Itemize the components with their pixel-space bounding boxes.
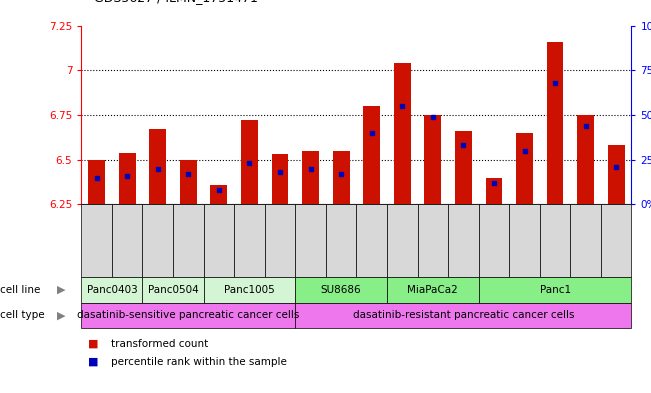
Text: Panc1: Panc1 xyxy=(540,285,571,295)
Text: cell line: cell line xyxy=(0,285,40,295)
Bar xyxy=(424,115,441,204)
Bar xyxy=(455,131,472,204)
Text: dasatinib-resistant pancreatic cancer cells: dasatinib-resistant pancreatic cancer ce… xyxy=(353,310,574,320)
Bar xyxy=(394,63,411,204)
Bar xyxy=(119,152,135,204)
Text: ▶: ▶ xyxy=(57,310,66,320)
Text: Panc1005: Panc1005 xyxy=(224,285,275,295)
Bar xyxy=(486,178,503,204)
Bar xyxy=(271,154,288,204)
Bar xyxy=(302,151,319,204)
Text: Panc0403: Panc0403 xyxy=(87,285,137,295)
Bar xyxy=(547,42,564,204)
Text: percentile rank within the sample: percentile rank within the sample xyxy=(111,356,286,367)
Bar xyxy=(363,106,380,204)
Bar xyxy=(577,115,594,204)
Bar xyxy=(333,151,350,204)
Bar xyxy=(241,120,258,204)
Bar xyxy=(210,185,227,204)
Text: GDS5627 / ILMN_1751471: GDS5627 / ILMN_1751471 xyxy=(94,0,258,4)
Text: ▶: ▶ xyxy=(57,285,66,295)
Text: ■: ■ xyxy=(88,339,98,349)
Bar xyxy=(180,160,197,204)
Text: SU8686: SU8686 xyxy=(321,285,361,295)
Text: Panc0504: Panc0504 xyxy=(148,285,199,295)
Text: ■: ■ xyxy=(88,356,98,367)
Bar xyxy=(516,133,533,204)
Text: transformed count: transformed count xyxy=(111,339,208,349)
Text: MiaPaCa2: MiaPaCa2 xyxy=(408,285,458,295)
Bar xyxy=(608,145,624,204)
Bar xyxy=(149,129,166,204)
Text: dasatinib-sensitive pancreatic cancer cells: dasatinib-sensitive pancreatic cancer ce… xyxy=(77,310,299,320)
Text: cell type: cell type xyxy=(0,310,45,320)
Bar xyxy=(89,160,105,204)
